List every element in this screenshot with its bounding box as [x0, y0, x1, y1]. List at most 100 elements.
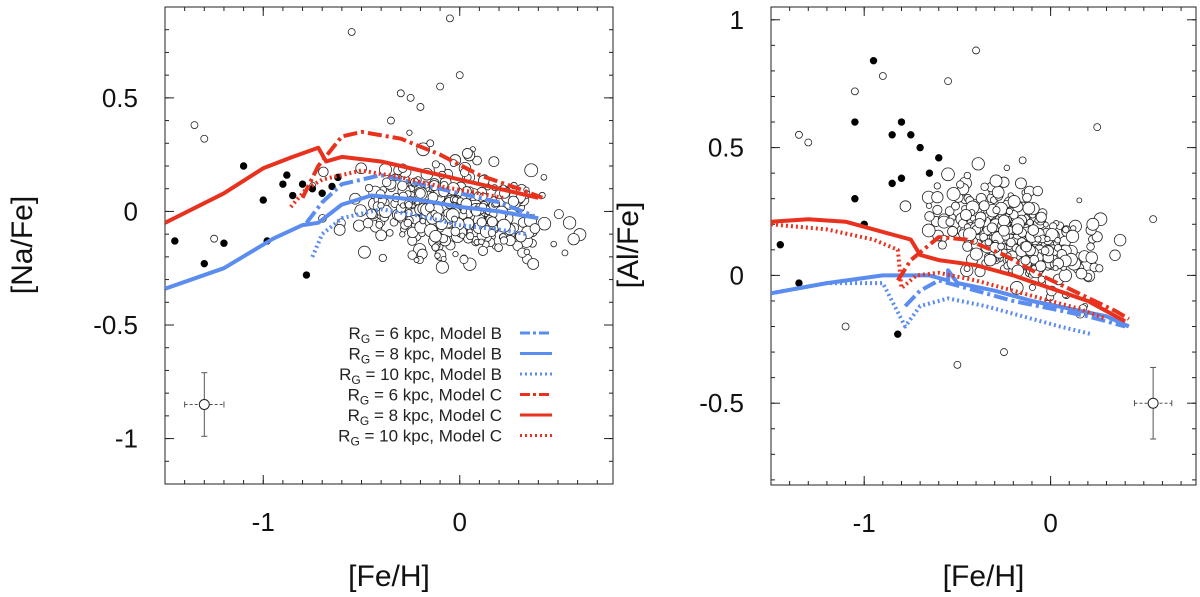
filled-star-point: [283, 171, 291, 179]
open-star-point: [1075, 267, 1088, 280]
open-star-point: [1005, 207, 1013, 215]
open-star-point: [452, 250, 459, 258]
open-star-point: [991, 185, 1005, 199]
y-tick-label: -0.5: [93, 310, 138, 340]
filled-star-point: [776, 241, 785, 249]
x-axis-label: [Fe/H]: [348, 560, 430, 593]
open-star-point: [1027, 224, 1040, 236]
open-star-point: [459, 232, 466, 239]
open-star-point: [1086, 217, 1100, 231]
filled-star-point: [220, 239, 228, 247]
filled-star-point: [279, 180, 287, 188]
open-star-point: [972, 46, 980, 55]
y-axis-label: [Na/Fe]: [6, 196, 39, 294]
open-star-point: [407, 250, 417, 260]
model-line: [165, 145, 539, 225]
open-star-point: [951, 201, 960, 211]
open-star-point: [355, 162, 367, 175]
model-line: [771, 281, 1093, 337]
legend-entry-label: RG = 8 kpc, Model B: [349, 345, 502, 367]
filled-star-point: [851, 118, 859, 126]
open-star-point: [1065, 229, 1080, 243]
filled-star-point: [897, 118, 906, 126]
open-star-point: [364, 183, 374, 193]
open-star-point: [190, 121, 199, 130]
open-star-point: [974, 217, 985, 229]
open-star-point: [397, 180, 408, 192]
open-star-point: [562, 216, 577, 230]
model-line: [304, 173, 536, 225]
open-star-point: [963, 171, 972, 180]
open-star-point: [1026, 218, 1034, 226]
open-star-point: [362, 217, 374, 229]
open-star-point: [899, 200, 912, 212]
open-star-point: [385, 229, 394, 237]
open-star-point: [1032, 185, 1043, 197]
open-star-point: [537, 217, 552, 231]
open-star-point: [956, 180, 965, 189]
x-tick-label: 0: [1043, 508, 1057, 538]
filled-star-point: [239, 162, 248, 170]
open-star-point: [210, 234, 219, 243]
open-star-point: [381, 177, 392, 188]
open-star-point: [983, 253, 997, 267]
legend-entry-label: RG = 6 kpc, Model B: [349, 324, 502, 346]
x-tick-label: -1: [853, 508, 876, 538]
filled-star-point: [935, 154, 943, 162]
filled-star-point: [289, 191, 297, 200]
open-star-point: [1034, 235, 1042, 243]
open-star-point: [431, 243, 440, 252]
open-star-point: [1091, 231, 1103, 243]
open-star-point: [466, 232, 475, 241]
error-bar-marker: [1147, 397, 1159, 409]
x-tick-label: 0: [453, 507, 467, 537]
plot-area: [771, 46, 1173, 440]
open-star-point: [1022, 201, 1036, 215]
open-star-point: [1149, 215, 1158, 224]
filled-star-point: [259, 196, 267, 204]
open-star-point: [933, 182, 941, 190]
open-star-point: [426, 139, 435, 148]
open-star-point: [529, 223, 541, 234]
open-star-point: [1018, 156, 1027, 165]
open-star-point: [419, 217, 427, 225]
open-star-point: [841, 322, 850, 331]
open-star-point: [997, 242, 1005, 251]
filled-star-point: [925, 169, 934, 177]
open-star-point: [1003, 164, 1011, 172]
open-star-point: [1028, 283, 1036, 291]
legend-entry-label: RG = 8 kpc, Model C: [348, 406, 502, 428]
filled-star-point: [298, 180, 307, 188]
open-star-point: [921, 223, 936, 238]
open-star-point: [550, 240, 557, 248]
open-star-point: [487, 228, 497, 237]
aluminium-panel: -1 0 1 0.5 0 -0.5 [Fe/H] [Al/Fe]: [612, 5, 1197, 593]
filled-star-point: [318, 189, 326, 197]
open-star-point: [1044, 235, 1051, 243]
open-star-point: [1086, 242, 1095, 251]
plot-frame: [164, 6, 614, 485]
open-star-point: [926, 202, 933, 209]
model-line: [903, 278, 1126, 329]
open-star-point: [1007, 195, 1021, 208]
open-star-point: [415, 188, 426, 199]
open-star-point: [1076, 197, 1083, 204]
open-star-point: [459, 254, 469, 264]
open-star-point: [540, 173, 548, 181]
open-star-point: [989, 174, 1003, 188]
open-star-point: [1062, 226, 1070, 234]
model-line: [289, 168, 504, 209]
open-star-point: [567, 233, 580, 246]
open-star-point: [413, 257, 420, 263]
open-star-point: [941, 167, 955, 182]
open-star-point: [375, 220, 384, 229]
open-star-point: [1093, 123, 1102, 132]
open-star-point: [494, 243, 503, 252]
filled-star-point: [302, 271, 311, 279]
x-tick-label: -1: [252, 507, 275, 537]
open-star-point: [561, 249, 569, 257]
plot-area: [165, 14, 587, 437]
open-star-point: [984, 238, 993, 247]
open-star-point: [472, 155, 482, 166]
open-star-point: [944, 206, 955, 216]
